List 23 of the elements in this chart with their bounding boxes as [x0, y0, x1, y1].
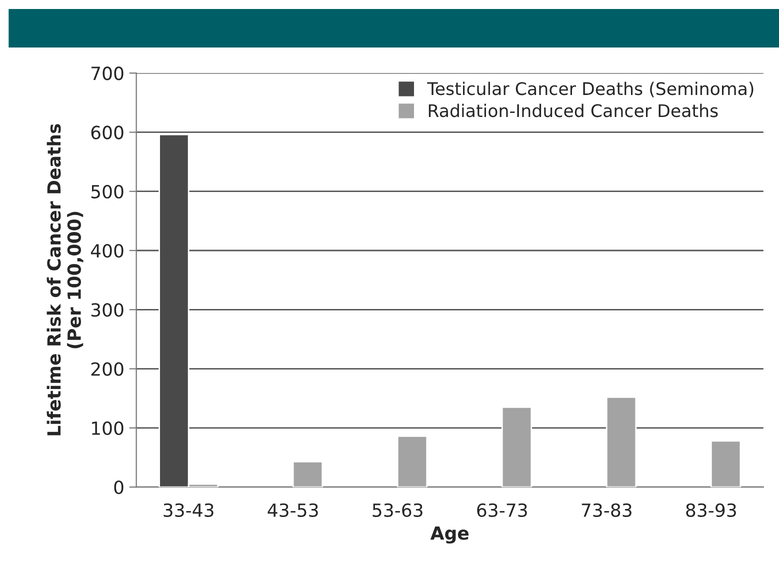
- y-tick-label: 200: [91, 362, 124, 376]
- x-tick-label: 73-83: [582, 503, 632, 518]
- bar: [292, 460, 324, 488]
- x-tick-label: 33-43: [164, 503, 214, 518]
- legend-label: Testicular Cancer Deaths (Seminoma): [427, 82, 754, 98]
- y-tick-label: 600: [91, 126, 124, 140]
- y-tick-label: 500: [91, 184, 124, 198]
- bar: [606, 396, 637, 488]
- legend-label: Radiation-Induced Cancer Deaths: [428, 104, 718, 118]
- bar: [396, 436, 428, 488]
- y-tick-label: 700: [92, 66, 124, 80]
- x-tick-label: 43-53: [268, 503, 318, 518]
- x-tick-label: 63-73: [477, 503, 527, 518]
- x-tick-label: 83-93: [686, 503, 736, 518]
- y-tick-label: 300: [91, 303, 124, 317]
- x-tick-label: 53-63: [372, 503, 422, 518]
- bar: [710, 440, 742, 488]
- y-tick-label: 100: [92, 421, 124, 436]
- y-axis-title: Lifetime Risk of Cancer Deaths (Per 100,000): [46, 124, 84, 436]
- bar: [501, 406, 532, 488]
- x-axis-title: Age: [430, 526, 469, 544]
- y-tick-label: 0: [114, 480, 124, 494]
- y-tick-label: 400: [90, 244, 124, 258]
